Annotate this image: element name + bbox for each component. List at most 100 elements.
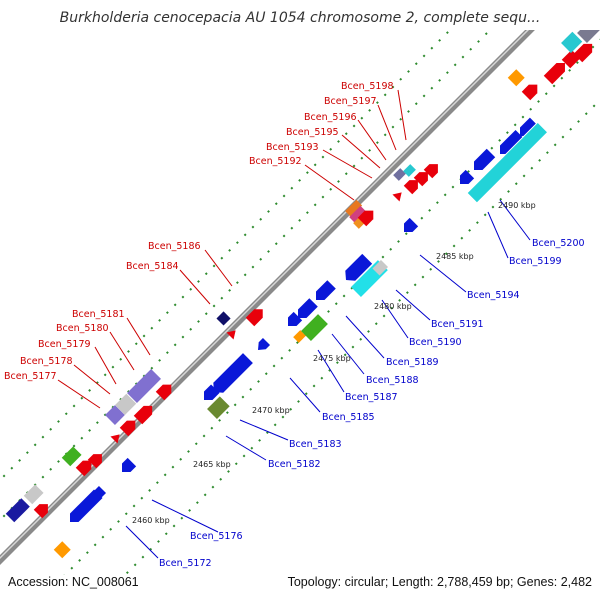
leader-line: [331, 333, 365, 375]
gene-label[interactable]: Bcen_5198: [341, 81, 394, 92]
gene-arrow: [204, 384, 220, 400]
gene-label[interactable]: Bcen_5185: [322, 412, 375, 423]
gene-label[interactable]: Bcen_5183: [289, 439, 342, 450]
leader-line: [317, 349, 345, 393]
leader-line: [345, 315, 385, 359]
gene-label[interactable]: Bcen_5179: [38, 339, 91, 350]
gene-label[interactable]: Bcen_5186: [148, 241, 201, 252]
gene-label[interactable]: Bcen_5190: [409, 337, 462, 348]
axis-tick-label: 2470 kbp: [252, 406, 290, 415]
gene-label[interactable]: Bcen_5172: [159, 558, 212, 569]
leader-line: [381, 299, 409, 339]
gene-arrow: [33, 504, 48, 519]
leader-line: [397, 89, 407, 141]
gene-arrow: [75, 460, 92, 477]
outer-forward-dotted-line: [0, 30, 452, 482]
axis-tick-label: 2480 kbp: [374, 302, 412, 311]
gene-arrow: [543, 63, 565, 85]
gene-label[interactable]: Bcen_5187: [345, 392, 398, 403]
gene-label[interactable]: Bcen_5178: [20, 356, 73, 367]
gene-arrow: [357, 210, 374, 227]
gene-label[interactable]: Bcen_5177: [4, 371, 57, 382]
gene-arrow: [213, 353, 253, 393]
gene-arrow: [573, 43, 593, 63]
leader-line: [322, 149, 373, 179]
gene-block: [127, 369, 161, 403]
gene-arrow: [413, 172, 428, 187]
gene-arrow: [474, 148, 496, 170]
leader-line: [179, 269, 211, 305]
forward-gene-labels: Bcen_5198 Bcen_5197 Bcen_5196 Bcen_5195 …: [4, 81, 394, 382]
gene-arrow: [288, 311, 303, 326]
leader-line: [73, 364, 111, 395]
gene-label[interactable]: Bcen_5180: [56, 323, 109, 334]
gene-arrow: [110, 434, 120, 444]
gene-block: [372, 259, 389, 276]
reverse-leader-lines: [125, 199, 531, 559]
gene-block: [5, 498, 30, 523]
gene-label[interactable]: Bcen_5191: [431, 319, 484, 330]
leader-line: [357, 119, 387, 161]
leader-line: [395, 289, 431, 321]
gene-arrow: [403, 180, 418, 195]
gene-block: [349, 205, 367, 223]
leader-line: [57, 379, 101, 409]
map-title: Burkholderia cenocepacia AU 1054 chromos…: [59, 10, 541, 26]
genome-summary-text: Topology: circular; Length: 2,788,459 bp…: [287, 575, 592, 589]
leader-line: [289, 377, 321, 413]
gene-block: [301, 314, 328, 341]
gene-arrow: [460, 169, 475, 184]
leader-line: [239, 419, 289, 441]
gene-label[interactable]: Bcen_5194: [467, 290, 520, 301]
gene-arrow: [345, 253, 373, 281]
gene-label[interactable]: Bcen_5193: [266, 142, 319, 153]
gene-block: [507, 69, 525, 87]
leader-line: [151, 499, 219, 533]
axis-tick-label: 2490 kbp: [498, 201, 536, 210]
gene-label[interactable]: Bcen_5182: [268, 459, 321, 470]
leader-line: [204, 249, 233, 287]
forward-leader-lines: [57, 89, 407, 409]
gene-arrow: [155, 384, 172, 401]
gene-label[interactable]: Bcen_5184: [126, 261, 179, 272]
gene-label[interactable]: Bcen_5196: [304, 112, 357, 123]
gene-block: [561, 31, 583, 53]
leader-line: [225, 435, 267, 461]
gene-label[interactable]: Bcen_5192: [249, 156, 302, 167]
gene-label[interactable]: Bcen_5188: [366, 375, 419, 386]
gene-label[interactable]: Bcen_5195: [286, 127, 339, 138]
gene-block: [23, 484, 44, 505]
leader-line: [304, 164, 355, 201]
gene-block: [577, 30, 600, 43]
leader-line: [499, 199, 531, 241]
leader-line: [109, 331, 135, 371]
axis-tick-label: 2460 kbp: [132, 516, 170, 525]
axis-tick-label: 2465 kbp: [193, 460, 231, 469]
gene-label[interactable]: Bcen_5200: [532, 238, 585, 249]
gene-block: [345, 199, 363, 217]
gene-block: [216, 311, 231, 326]
gene-arrow: [404, 217, 419, 232]
gene-label[interactable]: Bcen_5176: [190, 531, 243, 542]
gene-label[interactable]: Bcen_5189: [386, 357, 439, 368]
leader-line: [377, 104, 397, 151]
gene-arrow: [133, 405, 153, 425]
leader-line: [94, 346, 117, 385]
gene-block: [393, 168, 406, 181]
axis-tick-label: 2485 kbp: [436, 252, 474, 261]
leader-line: [126, 317, 151, 356]
gene-arrow: [122, 457, 137, 472]
gene-label[interactable]: Bcen_5199: [509, 256, 562, 267]
gene-arrow: [392, 192, 402, 202]
leader-line: [487, 211, 509, 259]
gene-label[interactable]: Bcen_5181: [72, 309, 125, 320]
reverse-genes: [53, 117, 549, 559]
gene-arrow: [87, 454, 102, 469]
gene-arrow: [316, 280, 336, 300]
gene-label[interactable]: Bcen_5197: [324, 96, 377, 107]
axis-tick-label: 2475 kbp: [313, 354, 351, 363]
outer-reverse-dotted-line: [123, 98, 600, 575]
